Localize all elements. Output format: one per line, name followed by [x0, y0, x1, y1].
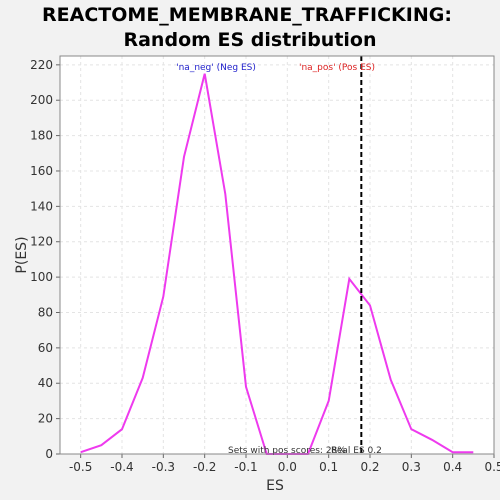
y-tick-label: 160 [30, 164, 53, 178]
y-axis-label: P(ES) [14, 236, 30, 273]
y-tick-label: 100 [30, 270, 53, 284]
chart-title-line1: REACTOME_MEMBRANE_TRAFFICKING: [42, 4, 452, 26]
x-tick-label: -0.2 [193, 460, 216, 474]
y-tick-label: 0 [45, 447, 53, 461]
x-tick-label: -0.1 [234, 460, 257, 474]
x-axis-ticks: -0.5 -0.4 -0.3 -0.2 -0.1 0.0 0.1 0.2 0.3 0.4 0.5 [69, 454, 500, 474]
x-tick-label: 0.0 [278, 460, 297, 474]
plot-area [60, 56, 494, 454]
y-tick-label: 200 [30, 93, 53, 107]
y-axis-ticks: 0 20 40 60 80 100 120 140 160 180 200 220 [30, 58, 60, 461]
y-tick-label: 40 [38, 376, 53, 390]
x-axis-label: ES [266, 478, 284, 494]
x-tick-label: 0.5 [484, 460, 500, 474]
x-tick-label: -0.5 [69, 460, 92, 474]
chart-title-line2: Random ES distribution [123, 29, 376, 51]
y-tick-label: 20 [38, 412, 53, 426]
y-tick-label: 140 [30, 199, 53, 213]
x-tick-label: 0.4 [443, 460, 462, 474]
x-tick-label: -0.4 [110, 460, 133, 474]
y-tick-label: 220 [30, 58, 53, 72]
x-tick-label: 0.2 [360, 460, 379, 474]
x-tick-label: 0.3 [402, 460, 421, 474]
y-tick-label: 60 [38, 341, 53, 355]
y-tick-label: 180 [30, 129, 53, 143]
neg-es-label: 'na_neg' (Neg ES) [176, 63, 256, 73]
pos-es-label: 'na_pos' (Pos ES) [299, 63, 375, 73]
pos-scores-note: Sets with pos scores: 28% [228, 446, 346, 456]
x-tick-label: 0.1 [319, 460, 338, 474]
real-es-note: Real ES 0.2 [331, 446, 382, 456]
y-tick-label: 80 [38, 305, 53, 319]
plot-frame [59, 55, 495, 455]
y-tick-label: 120 [30, 235, 53, 249]
x-tick-label: -0.3 [152, 460, 175, 474]
